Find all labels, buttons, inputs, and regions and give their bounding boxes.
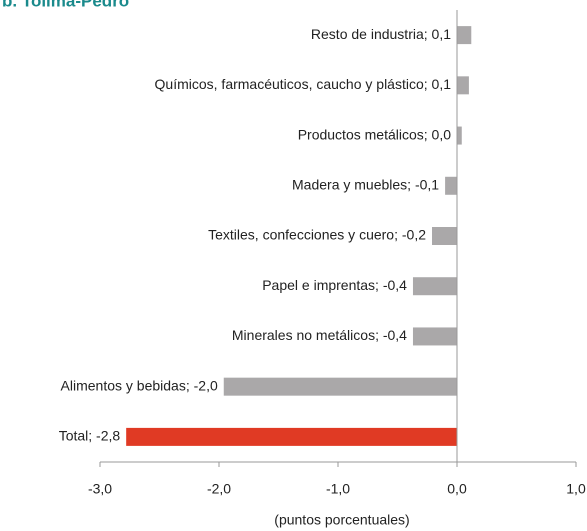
- bar: [126, 427, 458, 446]
- x-axis-label: (puntos porcentuales): [274, 512, 409, 528]
- x-tick-label: 0,0: [447, 481, 467, 497]
- y-tick-label: Madera y muebles; -0,1: [292, 176, 439, 192]
- y-tick-label: Alimentos y bebidas; -2,0: [61, 377, 218, 393]
- x-tick-label: -2,0: [207, 481, 231, 497]
- y-tick-label: Químicos, farmacéuticos, caucho y plásti…: [155, 76, 452, 92]
- x-tick-label: 1,0: [566, 481, 586, 497]
- y-tick-label: Papel e imprentas; -0,4: [262, 277, 407, 293]
- bar: [412, 327, 457, 346]
- x-tick-label: -1,0: [326, 481, 350, 497]
- bar: [432, 227, 457, 245]
- y-tick-label: Productos metálicos; 0,0: [298, 126, 452, 142]
- bar: [223, 377, 457, 396]
- bar: [457, 76, 469, 95]
- x-tick-label: -3,0: [88, 481, 112, 497]
- y-tick-label: Total; -2,8: [59, 428, 121, 444]
- y-tick-label: Minerales no metálicos; -0,4: [232, 327, 407, 343]
- bar: [457, 126, 462, 145]
- y-tick-label: Textiles, confecciones y cuero; -0,2: [208, 227, 426, 243]
- bar: [457, 26, 472, 45]
- bar: [412, 277, 457, 296]
- chart-title: b. Tolima-Pedro: [2, 0, 129, 10]
- bar: [445, 176, 457, 195]
- y-tick-label: Resto de industria; 0,1: [311, 26, 451, 42]
